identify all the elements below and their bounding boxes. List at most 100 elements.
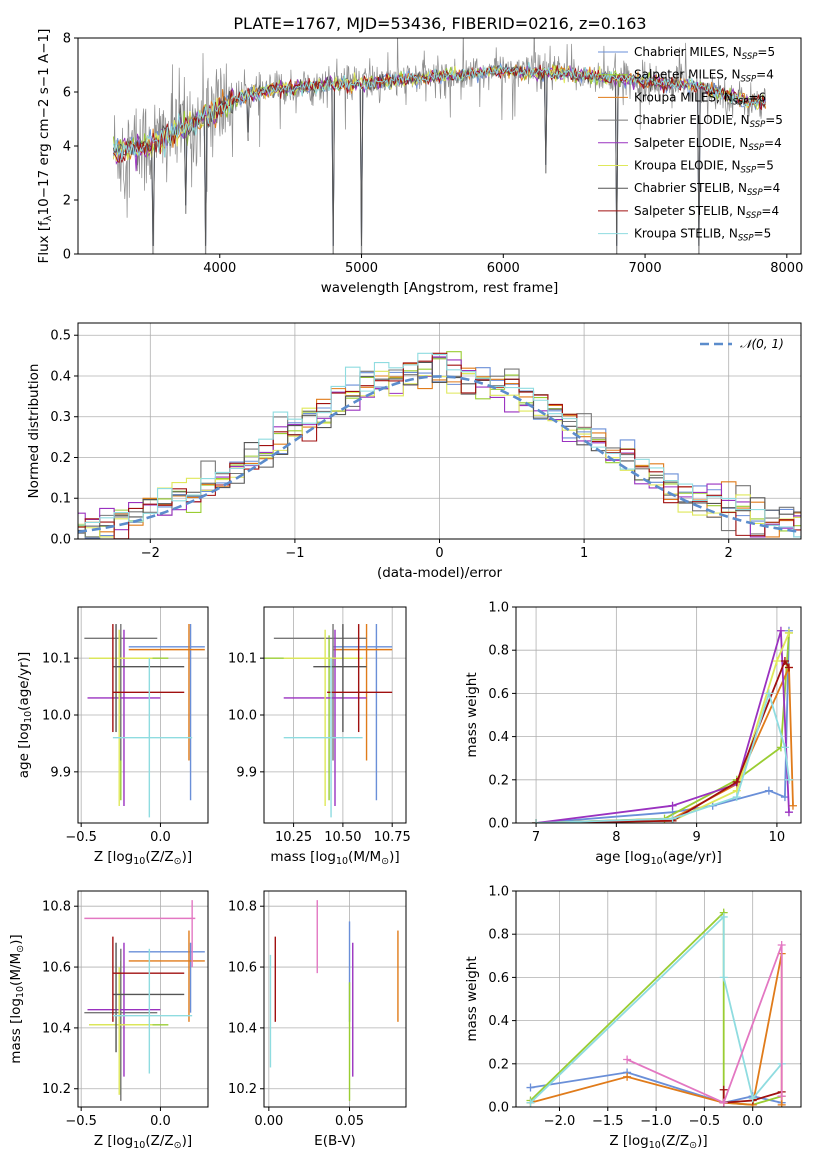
- label-part: −2: [36, 99, 52, 119]
- y-tick-label: 0.4: [50, 369, 71, 384]
- legend-eq: =: [764, 136, 774, 150]
- label-part: 5: [764, 227, 772, 241]
- x-axis-label: wavelength [Angstrom, rest frame]: [321, 280, 559, 296]
- plot-area: [112, 38, 767, 254]
- label-part: (M/M: [8, 953, 24, 986]
- legend-sep: , N: [732, 136, 749, 150]
- label-part: 10: [23, 711, 34, 723]
- weight-line-5: [626, 944, 783, 1104]
- weight-marker: [777, 1100, 786, 1107]
- axes-frame: [515, 606, 802, 824]
- label-part: A: [36, 53, 52, 67]
- label-part: (age/yr)]: [16, 652, 32, 711]
- x-tick-label: 0.05: [335, 1114, 364, 1129]
- weight-marker: [719, 912, 728, 921]
- label-part: 10: [133, 1140, 145, 1151]
- weight-marker: [784, 628, 793, 637]
- plot-area: [78, 351, 801, 539]
- legend-sub: SSP: [741, 166, 757, 176]
- label-part: s: [36, 87, 52, 98]
- weight-marker: [772, 657, 781, 665]
- residual-histogram-7: [78, 352, 801, 539]
- y-tick-label: 0.0: [488, 1101, 509, 1116]
- panel-mass-vs-ebv: 0.00 0.05 10.2 10.4 10.6 10.8 E(B-V): [228, 890, 407, 1149]
- legend: 𝒩(0, 1): [700, 337, 784, 351]
- plot-area: [532, 626, 797, 823]
- axes-frame: [263, 606, 407, 824]
- label-part: ⊙: [689, 1140, 697, 1151]
- label-part: mass [log: [270, 849, 336, 865]
- x-tick-label: 4000: [203, 261, 236, 276]
- label-part: erg cm: [36, 118, 52, 169]
- label-part: 5: [767, 45, 775, 59]
- label-part: 6: [758, 90, 766, 104]
- weight-marker: [777, 1092, 786, 1101]
- y-tick-label: 10.8: [228, 900, 257, 915]
- residual-histogram-3: [78, 357, 801, 538]
- x-tick-label: 7000: [629, 261, 662, 276]
- label-part: ⊙: [174, 856, 182, 867]
- y-tick-label: 10.4: [228, 1021, 257, 1036]
- y-tick-label: 9.9: [50, 765, 71, 780]
- x-axis-label: mass [log10(M/M⊙)]: [270, 849, 399, 867]
- legend-sub: SSP: [750, 120, 766, 130]
- y-tick-label: 10.1: [42, 652, 71, 667]
- y-tick-label: 0.1: [50, 492, 71, 507]
- label-part: )]: [697, 1133, 708, 1149]
- y-tick-label: 0.2: [488, 773, 509, 788]
- x-tick-label: −0.5: [689, 1114, 721, 1129]
- label-part: 5: [775, 113, 783, 127]
- panel-age-vs-mass: 10.25 10.50 10.75 9.9 10.0 10.1 mass [log10(M/…: [228, 606, 411, 867]
- legend-eq: =: [765, 113, 775, 127]
- label-part: Flux [f: [36, 220, 52, 264]
- weight-marker: [719, 1085, 728, 1094]
- x-tick-label: 0.0: [150, 830, 171, 845]
- y-tick-label: 0.0: [488, 817, 509, 832]
- label-part: (M/M: [348, 849, 381, 865]
- y-tick-label: 1.0: [488, 601, 509, 616]
- y-tick-label: 10.8: [42, 900, 71, 915]
- panel-residuals: −2 −1 0 1 2 0.0 0.1 0.2 0.3 0.4 0.5 (data-model)/er…: [26, 322, 802, 581]
- label-part: 4: [774, 136, 782, 150]
- weight-marker: [764, 689, 773, 698]
- y-tick-label: 0: [63, 248, 71, 263]
- x-tick-label: 1: [580, 546, 588, 561]
- model-spectrum-7: [113, 64, 767, 163]
- model-spectrum-8: [112, 62, 767, 161]
- x-tick-label: −0.5: [65, 1114, 97, 1129]
- panel-mass-vs-z: −0.5 0.010.210.410.610.8Z [log10(Z/Z⊙)]ma…: [8, 890, 209, 1151]
- model-spectrum-6: [112, 63, 767, 246]
- x-tick-label: 0: [435, 546, 443, 561]
- x-tick-label: −1: [285, 546, 304, 561]
- axes-frame: [77, 322, 802, 540]
- label-part: Salpeter ELODIE: [634, 136, 732, 150]
- legend-label: Salpeter MILES, NSSP=4: [634, 68, 774, 85]
- label-part: Z [log: [94, 1133, 133, 1149]
- legend-label: Kroupa STELIB, NSSP=5: [634, 227, 771, 244]
- label-part: Chabrier MILES: [634, 45, 725, 59]
- x-tick-label: 10: [769, 830, 786, 845]
- label-part: ]: [36, 29, 52, 34]
- legend-label: Chabrier ELODIE, NSSP=5: [634, 113, 783, 130]
- y-tick-label: 0.8: [488, 928, 509, 943]
- label-part: 10: [15, 986, 26, 998]
- legend-eq: =: [761, 204, 771, 218]
- label-part: age [log: [595, 849, 650, 865]
- weight-marker: [776, 626, 785, 635]
- weight-marker: [732, 777, 741, 786]
- y-tick-label: 0.6: [488, 971, 509, 986]
- legend-sub: SSP: [733, 97, 749, 107]
- y-tick-label: 0.0: [50, 533, 71, 548]
- legend-sep: , N: [729, 204, 746, 218]
- legend-label: Chabrier STELIB, NSSP=4: [634, 181, 780, 198]
- axes-frame: [515, 890, 802, 1108]
- label-part: 4: [773, 181, 781, 195]
- label-part: )]: [8, 934, 24, 945]
- label-part: −1: [36, 67, 52, 87]
- y-tick-label: 9.9: [236, 765, 257, 780]
- legend-sep: , N: [725, 45, 742, 59]
- y-tick-label: 0.8: [488, 644, 509, 659]
